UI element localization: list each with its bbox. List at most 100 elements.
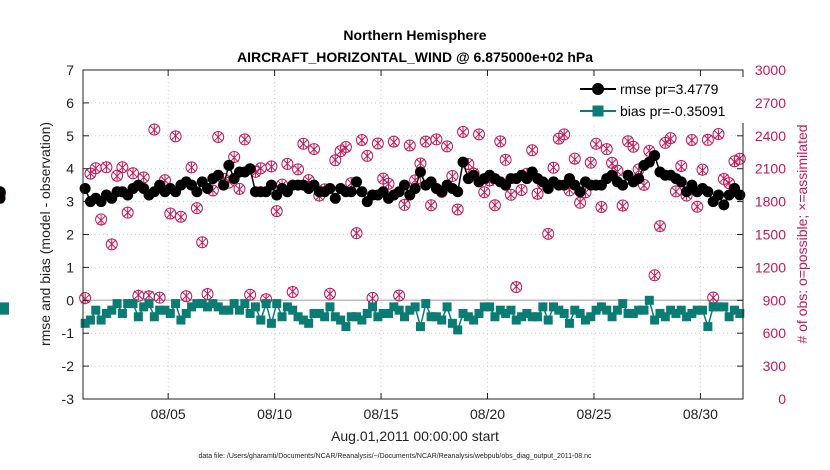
bias-point <box>447 318 457 328</box>
rmse-point <box>218 179 230 191</box>
obs-assimilated-marker <box>474 128 484 140</box>
bias-point <box>277 312 287 322</box>
obs-assimilated-marker <box>197 237 207 249</box>
bias-point <box>384 308 394 318</box>
obs-count-markers <box>0 124 746 306</box>
chart-subtitle: AIRCRAFT_HORIZONTAL_WIND @ 6.875000e+02 … <box>237 49 593 65</box>
bias-point <box>341 322 351 332</box>
bias-point <box>421 299 431 309</box>
rmse-point <box>452 186 464 198</box>
rmse-point <box>202 182 214 194</box>
y-left-tick-label: -2 <box>62 358 75 374</box>
bias-point <box>261 299 271 309</box>
bias-point <box>234 305 244 315</box>
obs-assimilated-marker <box>618 200 628 212</box>
obs-assimilated-marker <box>256 162 266 174</box>
obs-assimilated-marker <box>383 178 394 190</box>
rmse-point <box>617 179 629 191</box>
obs-assimilated-marker <box>336 145 346 157</box>
rmse-point <box>457 156 469 168</box>
obs-assimilated-marker <box>91 162 101 174</box>
rmse-point <box>0 192 6 204</box>
obs-assimilated-marker <box>559 128 569 140</box>
bias-point <box>357 315 367 325</box>
rmse-point <box>329 192 341 204</box>
bias-point <box>165 308 175 318</box>
obs-assimilated-marker <box>165 208 175 220</box>
bias-point <box>618 299 628 309</box>
bias-point <box>368 302 378 312</box>
bias-point <box>714 302 724 312</box>
bias-point <box>602 305 612 315</box>
obs-assimilated-marker <box>325 288 335 300</box>
y-right-tick-label: 3000 <box>755 62 786 78</box>
obs-assimilated-marker <box>490 199 500 211</box>
obs-assimilated-marker <box>133 289 143 301</box>
obs-assimilated-marker <box>660 137 670 149</box>
rmse-point <box>649 150 661 162</box>
bias-point <box>197 299 207 309</box>
y-right-tick-label: 2400 <box>755 128 786 144</box>
y-left-tick-label: -1 <box>62 325 75 341</box>
y-right-tick-label: 0 <box>778 391 786 407</box>
obs-assimilated-marker <box>330 154 340 166</box>
obs-assimilated-marker <box>96 214 106 226</box>
bias-point <box>405 305 415 315</box>
rmse-point <box>212 169 224 181</box>
obs-assimilated-marker <box>80 293 90 305</box>
bias-point <box>133 312 143 322</box>
obs-possible-marker <box>0 187 6 200</box>
bias-point <box>352 312 362 322</box>
y-axis-label-right: # of obs: o=possible; ×=assimilated <box>794 124 810 343</box>
obs-assimilated-marker <box>298 138 308 150</box>
bias-point <box>511 315 521 325</box>
rmse-point <box>734 189 746 201</box>
y-left-tick-label: 6 <box>66 95 74 111</box>
rmse-point <box>223 159 235 171</box>
rmse-point <box>702 186 714 198</box>
bias-point <box>501 308 511 318</box>
bias-point <box>309 308 319 318</box>
bias-point <box>389 302 399 312</box>
obs-assimilated-marker <box>575 196 585 208</box>
bias-point <box>155 305 165 315</box>
bias-point <box>117 308 127 318</box>
bias-point <box>703 322 713 332</box>
legend-bias-marker <box>592 105 604 117</box>
data-file-footnote: data file: /Users/gharamti/Documents/NCA… <box>198 453 592 460</box>
obs-assimilated-marker <box>181 290 191 302</box>
obs-assimilated-marker <box>288 285 298 297</box>
x-axis-label: Aug.01,2011 00:00:00 start <box>331 428 499 444</box>
obs-assimilated-marker <box>149 124 159 136</box>
obs-assimilated-marker <box>570 153 580 165</box>
bias-point <box>479 302 489 312</box>
obs-assimilated-marker <box>506 189 516 201</box>
bias-point <box>453 325 463 335</box>
x-tick-label: 08/10 <box>257 406 292 422</box>
obs-assimilated-marker <box>607 157 617 169</box>
bias-point <box>628 308 638 318</box>
bias-point <box>666 305 676 315</box>
bias-point <box>490 312 500 322</box>
bias-point <box>245 308 255 318</box>
obs-assimilated-marker <box>602 143 612 155</box>
obs-assimilated-marker <box>426 199 436 211</box>
obs-assimilated-marker <box>213 131 223 143</box>
obs-assimilated-marker <box>495 136 505 148</box>
bias-point <box>240 299 250 309</box>
obs-assimilated-marker <box>171 130 181 142</box>
bias-point <box>123 299 133 309</box>
x-tick-label: 08/05 <box>151 406 186 422</box>
obs-assimilated-marker <box>357 134 367 146</box>
obs-assimilated-marker <box>479 186 489 198</box>
obs-assimilated-marker <box>655 221 665 233</box>
obs-assimilated-marker <box>155 291 165 303</box>
obs-assimilated-marker <box>729 156 740 168</box>
obs-assimilated-marker <box>187 161 197 173</box>
y-right-tick-label: 2100 <box>755 161 786 177</box>
obs-assimilated-marker <box>596 201 606 213</box>
bias-point <box>229 299 239 309</box>
obs-assimilated-marker <box>628 141 638 153</box>
y-right-tick-label: 2700 <box>755 95 786 111</box>
